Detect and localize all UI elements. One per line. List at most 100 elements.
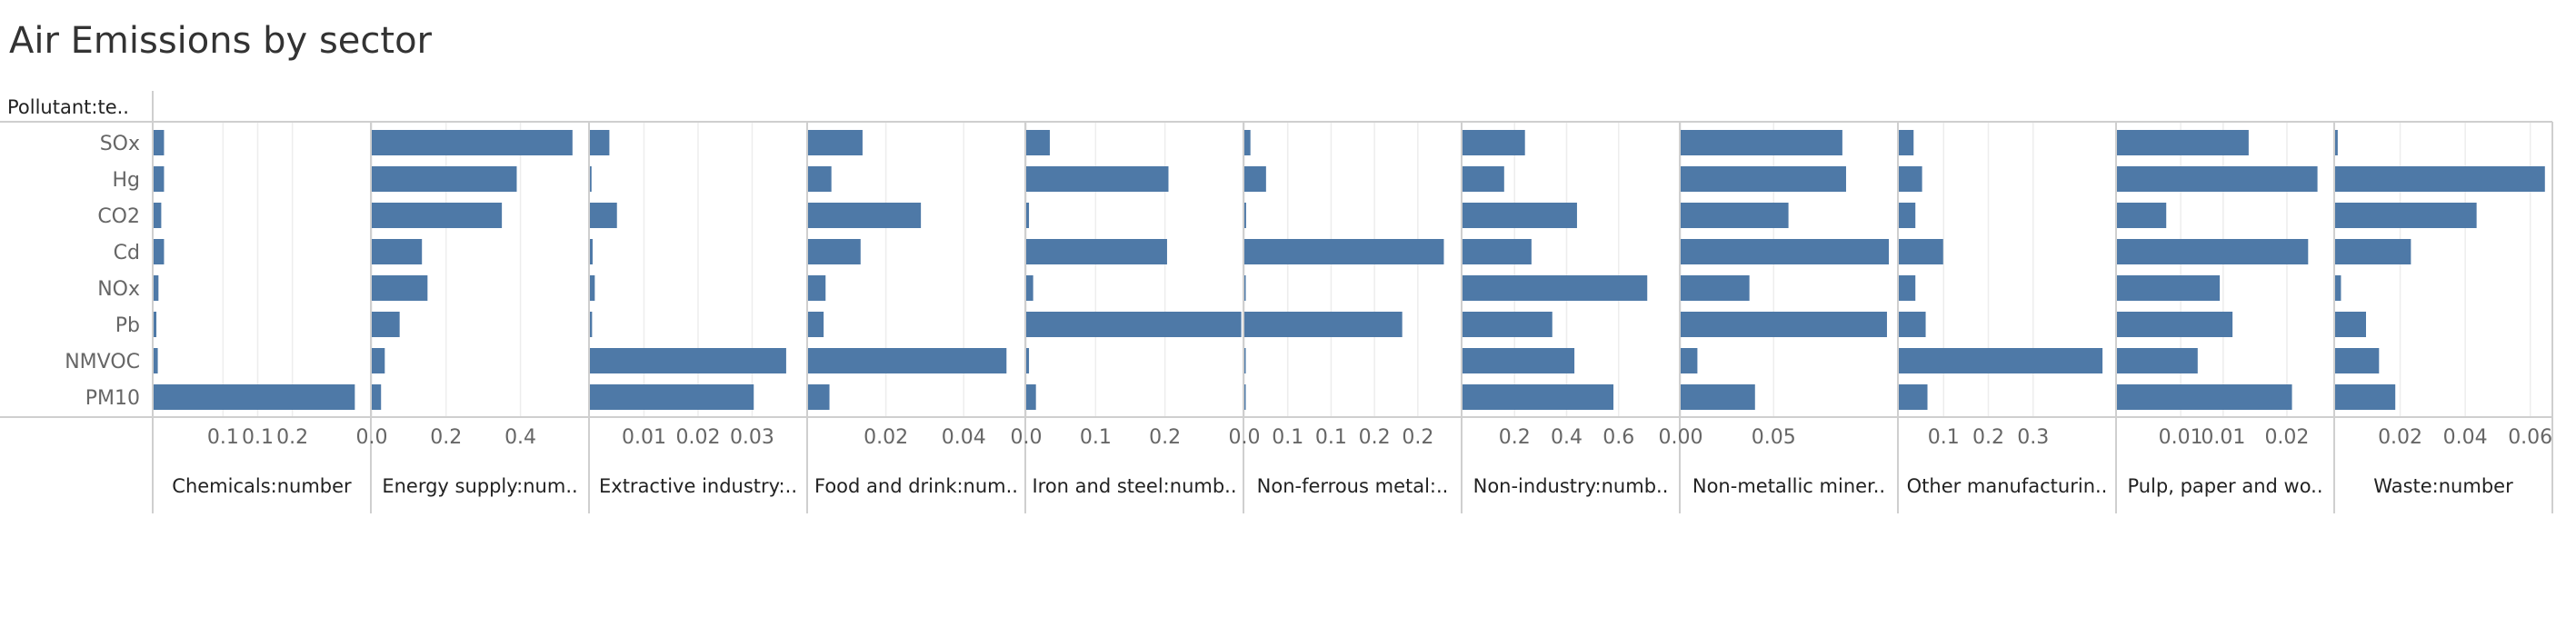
panel-10-bar-pb: [2117, 312, 2233, 337]
panel-7-bar-nox: [1463, 275, 1648, 301]
panel-1-bar-co2: [154, 203, 162, 228]
panel-3-title: Extractive industry:..: [599, 475, 797, 497]
panel-1-bar-cd: [154, 239, 165, 264]
panel-2-tick-label: 0.2: [430, 426, 462, 449]
panel-2-bar-hg: [372, 166, 517, 192]
panel-6-tick-label: 0.2: [1402, 426, 1433, 449]
panel-1-bar-nox: [154, 275, 159, 301]
panel-3-bar-pb: [590, 312, 593, 337]
panel-2-bar-cd: [372, 239, 423, 264]
panel-9-tick-label: 0.2: [1972, 426, 2004, 449]
panel-10-tick-label: 0.01: [2159, 426, 2203, 449]
panel-9-bar-co2: [1899, 203, 1916, 228]
panel-10-bar-pm10: [2117, 384, 2292, 410]
panel-9-bar-hg: [1899, 166, 1922, 192]
panel-2-tick-label: 0.0: [356, 426, 388, 449]
panel-8-tick-label: 0.05: [1752, 426, 1796, 449]
panel-2-title: Energy supply:num..: [382, 475, 577, 497]
panel-1-bar-nmvoc: [154, 348, 158, 373]
panel-1-tick-label: 0.2: [276, 426, 308, 449]
panel-6-bar-sox: [1244, 130, 1251, 155]
row-label-nox: NOx: [97, 278, 140, 301]
panel-2-bar-nmvoc: [372, 348, 385, 373]
panel-7-tick-label: 0.6: [1603, 426, 1634, 449]
panel-5-bar-co2: [1026, 203, 1030, 228]
panel-1-bar-sox: [154, 130, 165, 155]
row-label-pb: Pb: [115, 314, 140, 337]
panel-11-bar-nox: [2335, 275, 2341, 301]
panel-8-bar-nox: [1681, 275, 1750, 301]
panel-3-tick-label: 0.01: [622, 426, 666, 449]
panel-3-bar-cd: [590, 239, 593, 264]
panel-5-bar-cd: [1026, 239, 1167, 264]
panel-4-bar-nmvoc: [808, 348, 1007, 373]
panel-10-tick-label: 0.02: [2264, 426, 2309, 449]
panel-7-tick-label: 0.4: [1551, 426, 1583, 449]
row-label-pm10: PM10: [85, 387, 140, 410]
panel-7-title: Non-industry:numb..: [1473, 475, 1669, 497]
panel-6-bar-nmvoc: [1244, 348, 1246, 373]
panel-1-tick-label: 0.1: [242, 426, 274, 449]
panel-7-bar-cd: [1463, 239, 1532, 264]
panel-6-bar-pb: [1244, 312, 1403, 337]
panel-1-title: Chemicals:number: [172, 475, 352, 497]
panel-9-bar-nox: [1899, 275, 1916, 301]
panel-9-bar-nmvoc: [1899, 348, 2103, 373]
panel-2-bar-sox: [372, 130, 573, 155]
panel-7-bar-pm10: [1463, 384, 1614, 410]
panel-3-bar-sox: [590, 130, 610, 155]
panel-9-bar-sox: [1899, 130, 1914, 155]
panel-3-bar-pm10: [590, 384, 754, 410]
panel-9-bar-pb: [1899, 312, 1926, 337]
panel-4-tick-label: 0.04: [942, 426, 986, 449]
panel-6-title: Non-ferrous metal:..: [1257, 475, 1449, 497]
panel-11-bar-hg: [2335, 166, 2545, 192]
panel-3-bar-hg: [590, 166, 592, 192]
panel-5-tick-label: 0.1: [1080, 426, 1112, 449]
panel-2-bar-pm10: [372, 384, 382, 410]
row-label-cd: Cd: [114, 242, 140, 264]
panel-11-bar-pb: [2335, 312, 2366, 337]
panel-7-bar-sox: [1463, 130, 1525, 155]
panel-4-bar-pm10: [808, 384, 830, 410]
panel-9-tick-label: 0.1: [1928, 426, 1960, 449]
panel-5-bar-sox: [1026, 130, 1050, 155]
panel-10-bar-nmvoc: [2117, 348, 2198, 373]
panel-8-bar-cd: [1681, 239, 1889, 264]
panel-4-tick-label: 0.02: [864, 426, 908, 449]
panel-3-bar-co2: [590, 203, 617, 228]
panel-7-bar-nmvoc: [1463, 348, 1575, 373]
panel-9-bar-cd: [1899, 239, 1943, 264]
panel-11-bar-nmvoc: [2335, 348, 2380, 373]
panel-10-bar-cd: [2117, 239, 2309, 264]
panel-8-title: Non-metallic miner..: [1692, 475, 1885, 497]
panel-10-bar-sox: [2117, 130, 2249, 155]
chart-title: Air Emissions by sector: [9, 20, 432, 62]
panel-5-bar-nox: [1026, 275, 1033, 301]
panel-8-bar-nmvoc: [1681, 348, 1698, 373]
panel-11-tick-label: 0.02: [2378, 426, 2422, 449]
row-label-hg: Hg: [112, 169, 140, 192]
panel-2-bar-nox: [372, 275, 428, 301]
panel-3-bar-nox: [590, 275, 595, 301]
panel-6-bar-nox: [1244, 275, 1246, 301]
panel-1-tick-label: 0.1: [207, 426, 239, 449]
panel-4-bar-pb: [808, 312, 824, 337]
panel-5-bar-hg: [1026, 166, 1169, 192]
panel-2-bar-co2: [372, 203, 503, 228]
row-label-sox: SOx: [100, 133, 140, 155]
row-header-label: Pollutant:te..: [7, 96, 129, 118]
panel-7-bar-hg: [1463, 166, 1504, 192]
panel-3-tick-label: 0.03: [730, 426, 774, 449]
panel-11-tick-label: 0.04: [2443, 426, 2488, 449]
panel-8-bar-co2: [1681, 203, 1789, 228]
panel-11-title: Waste:number: [2373, 475, 2513, 497]
panel-9-tick-label: 0.3: [2017, 426, 2049, 449]
panel-7-tick-label: 0.2: [1499, 426, 1531, 449]
panel-8-bar-sox: [1681, 130, 1842, 155]
panel-11-bar-co2: [2335, 203, 2477, 228]
panel-6-tick-label: 0.0: [1229, 426, 1261, 449]
panel-8-bar-pb: [1681, 312, 1887, 337]
panel-11-bar-cd: [2335, 239, 2411, 264]
